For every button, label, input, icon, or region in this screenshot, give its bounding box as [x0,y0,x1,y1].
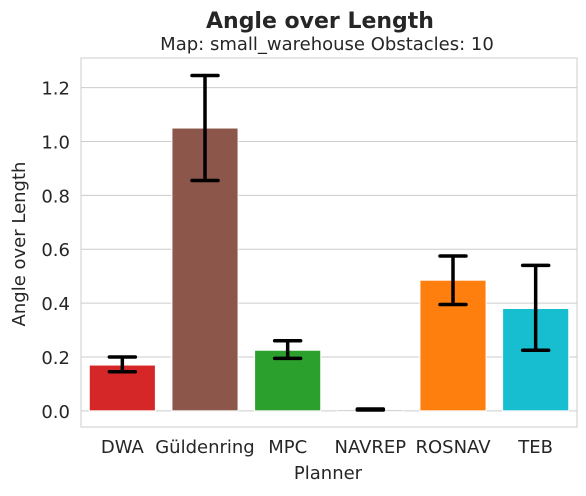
y-axis-label: Angle over Length [9,162,30,327]
x-tick-labels: DWA Güldenring MPC NAVREP ROSNAV TEB [101,437,553,458]
chart-title: Angle over Length [206,9,434,34]
y-tick-label: 0.0 [41,402,70,423]
chart-subtitle: Map: small_warehouse Obstacles: 10 [160,34,494,55]
error-bars [107,73,551,412]
x-axis-label: Planner [294,463,363,484]
y-tick-label: 1.2 [41,79,70,100]
x-tick-label: Güldenring [155,437,255,458]
x-tick-label: DWA [101,437,145,458]
y-tick-label: 0.4 [41,294,70,315]
x-tick-label: MPC [268,437,307,458]
bar-mpc [254,349,322,412]
y-tick-label: 0.8 [41,186,70,207]
x-tick-label: TEB [517,437,553,458]
y-tick-label: 0.6 [41,240,70,261]
gridlines [81,87,577,412]
x-tick-label: ROSNAV [415,437,491,458]
x-tick-label: NAVREP [334,437,406,458]
bars [88,127,570,412]
plot-frame [80,57,578,428]
y-tick-label: 1.0 [41,132,70,153]
y-tick-label: 0.2 [41,348,70,369]
y-tick-labels: 0.0 0.2 0.4 0.6 0.8 1.0 1.2 [41,79,70,423]
